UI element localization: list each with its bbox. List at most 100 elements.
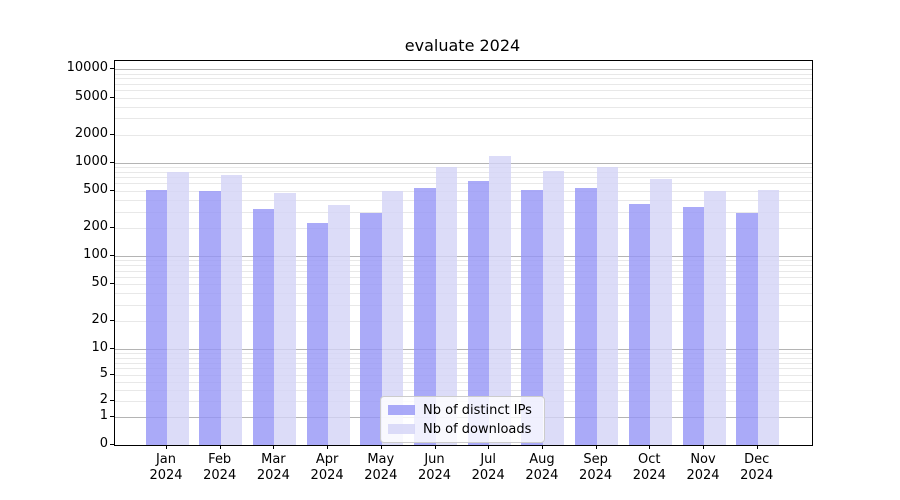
bar-downloads xyxy=(704,190,726,445)
x-tick-mark xyxy=(166,445,167,449)
y-tick-label: 2 xyxy=(99,392,108,408)
bar-distinct-ips xyxy=(252,208,275,445)
y-tick-mark xyxy=(110,255,114,256)
x-tick-label: Feb 2024 xyxy=(203,452,237,483)
y-tick-mark xyxy=(110,96,114,98)
y-tick-label: 0 xyxy=(99,435,108,451)
gridline-minor xyxy=(115,211,812,213)
gridline-minor xyxy=(115,389,812,391)
y-tick-label: 5 xyxy=(99,366,108,382)
legend-item-downloads: Nb of downloads xyxy=(381,421,544,437)
y-tick-label: 10 xyxy=(91,340,108,356)
x-tick-label: Jun 2024 xyxy=(417,452,452,483)
bar-downloads xyxy=(757,190,780,445)
gridline-minor xyxy=(115,134,812,136)
gridline-minor xyxy=(115,270,812,272)
bar-downloads xyxy=(596,166,619,445)
y-tick-label: 50 xyxy=(91,275,108,291)
gridline-minor xyxy=(115,167,812,168)
x-tick-mark xyxy=(541,445,543,449)
y-tick-label: 100 xyxy=(83,247,108,262)
x-tick-label: Dec 2024 xyxy=(740,452,774,483)
y-tick-mark xyxy=(110,133,114,135)
y-tick-label: 10000 xyxy=(66,60,108,76)
y-tick-label: 2000 xyxy=(74,125,108,141)
y-tick-label: 5000 xyxy=(74,88,108,104)
y-tick-mark xyxy=(110,416,114,418)
gridline-minor xyxy=(115,227,812,229)
bar-distinct-ips xyxy=(736,213,758,445)
x-tick-label: Oct 2024 xyxy=(632,452,666,483)
bar-downloads xyxy=(489,155,511,445)
x-tick-mark xyxy=(380,445,382,449)
bar-distinct-ips xyxy=(145,189,167,445)
bar-distinct-ips xyxy=(199,191,221,445)
y-tick-mark xyxy=(110,161,114,163)
bar-distinct-ips xyxy=(521,189,543,445)
bar-distinct-ips xyxy=(575,188,597,445)
gridline-minor xyxy=(115,90,812,92)
legend-label-downloads: Nb of downloads xyxy=(423,421,532,437)
gridline-major xyxy=(115,256,812,257)
x-tick-label: Nov 2024 xyxy=(686,452,720,483)
legend-label-distinct-ips: Nb of distinct IPs xyxy=(423,402,532,418)
gridline-minor xyxy=(115,265,812,266)
y-tick-mark xyxy=(110,443,114,445)
gridline-minor xyxy=(115,284,812,286)
gridline-major xyxy=(115,162,812,164)
y-tick-mark xyxy=(110,68,114,70)
bar-distinct-ips xyxy=(682,206,704,445)
bar-downloads xyxy=(381,190,404,445)
gridline-minor xyxy=(115,73,812,75)
y-tick-mark xyxy=(110,283,114,285)
x-tick-mark xyxy=(434,445,436,449)
x-tick-mark xyxy=(756,445,758,449)
gridline-minor xyxy=(115,183,812,185)
legend-swatch-distinct-ips xyxy=(388,405,415,415)
x-tick-mark xyxy=(488,445,490,449)
gridline-minor xyxy=(115,106,812,108)
bar-distinct-ips xyxy=(360,213,382,445)
gridline-minor xyxy=(115,357,812,359)
legend-item-distinct-ips: Nb of distinct IPs xyxy=(381,402,544,418)
chart-title: evaluate 2024 xyxy=(404,36,521,55)
gridline-minor xyxy=(115,293,812,295)
x-tick-mark xyxy=(219,445,221,449)
gridline-major xyxy=(115,69,812,71)
bar-distinct-ips xyxy=(467,180,490,445)
gridline-minor xyxy=(115,276,812,278)
bar-distinct-ips xyxy=(414,187,436,445)
bar-distinct-ips xyxy=(306,223,329,445)
legend-swatch-downloads xyxy=(388,424,415,434)
legend: Nb of distinct IPs Nb of downloads xyxy=(380,396,545,443)
gridline-minor xyxy=(115,260,812,262)
x-tick-label: Jul 2024 xyxy=(471,452,505,483)
gridline-minor xyxy=(115,353,812,355)
gridline-minor xyxy=(115,362,812,364)
x-tick-label: Mar 2024 xyxy=(256,452,290,483)
gridline-minor xyxy=(115,177,812,179)
bar-downloads xyxy=(167,172,189,445)
y-tick-mark xyxy=(110,320,114,322)
x-tick-mark xyxy=(273,445,275,449)
gridline-minor xyxy=(115,381,812,383)
bar-downloads xyxy=(435,167,457,445)
bar-downloads xyxy=(274,192,296,445)
gridline-minor xyxy=(115,97,812,99)
x-tick-mark xyxy=(327,445,329,449)
y-tick-mark xyxy=(110,400,114,402)
x-tick-label: May 2024 xyxy=(364,452,398,483)
gridline-minor xyxy=(115,78,812,80)
bar-downloads xyxy=(328,205,350,445)
gridline-major xyxy=(115,349,812,351)
gridline-minor xyxy=(115,118,812,120)
gridline-minor xyxy=(115,199,812,201)
bar-downloads xyxy=(650,178,672,445)
gridline-minor xyxy=(115,321,812,323)
x-tick-mark xyxy=(703,445,704,449)
y-tick-label: 20 xyxy=(91,312,108,328)
bar-downloads xyxy=(220,175,243,445)
x-tick-mark xyxy=(595,445,597,449)
gridline-minor xyxy=(115,304,812,306)
